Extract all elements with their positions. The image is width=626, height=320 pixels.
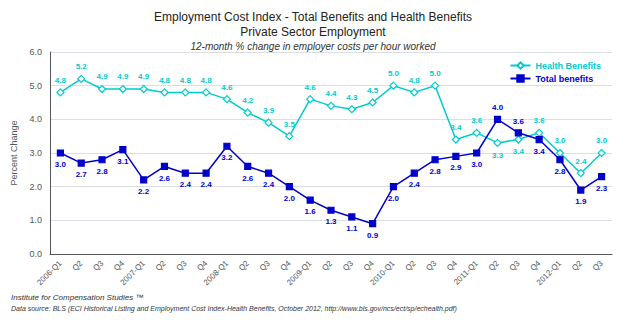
svg-text:2.4: 2.4	[201, 180, 213, 189]
svg-text:Q2: Q2	[487, 258, 501, 272]
svg-text:Q3: Q3	[591, 258, 605, 272]
svg-text:Q4: Q4	[112, 258, 126, 272]
svg-text:Q3: Q3	[508, 258, 522, 272]
svg-text:4.5: 4.5	[367, 86, 379, 95]
svg-text:12-month % change in employer: 12-month % change in employer costs per …	[190, 41, 436, 52]
svg-text:Q2: Q2	[404, 258, 418, 272]
svg-text:3.6: 3.6	[534, 116, 546, 125]
svg-text:5.2: 5.2	[76, 62, 88, 71]
svg-text:2012-Q1: 2012-Q1	[535, 258, 564, 287]
svg-text:3.4: 3.4	[513, 147, 525, 156]
svg-text:1.9: 1.9	[575, 197, 587, 206]
svg-text:2.9: 2.9	[450, 163, 462, 172]
svg-text:2.2: 2.2	[138, 187, 150, 196]
svg-text:3.6: 3.6	[513, 117, 525, 126]
svg-text:2009-Q1: 2009-Q1	[285, 258, 314, 287]
svg-text:2.4: 2.4	[575, 157, 587, 166]
svg-text:4.6: 4.6	[221, 83, 233, 92]
svg-text:Q3: Q3	[258, 258, 272, 272]
svg-text:3.4: 3.4	[450, 123, 462, 132]
svg-text:3.4: 3.4	[534, 147, 546, 156]
svg-text:6.0: 6.0	[29, 47, 42, 57]
svg-text:4.9: 4.9	[138, 72, 150, 81]
svg-text:4.8: 4.8	[55, 76, 67, 85]
svg-text:2.4: 2.4	[263, 180, 275, 189]
svg-text:2.4: 2.4	[409, 180, 421, 189]
svg-text:Q4: Q4	[195, 258, 209, 272]
svg-text:4.8: 4.8	[409, 76, 421, 85]
svg-text:3.3: 3.3	[492, 151, 504, 160]
svg-text:Q4: Q4	[362, 258, 376, 272]
svg-text:3.6: 3.6	[471, 116, 483, 125]
svg-text:2.0: 2.0	[284, 194, 296, 203]
svg-text:Health Benefits: Health Benefits	[535, 61, 601, 71]
svg-text:0.0: 0.0	[29, 249, 42, 259]
svg-text:Employment Cost Index - Total: Employment Cost Index - Total Benefits a…	[154, 10, 472, 24]
svg-text:5.0: 5.0	[388, 69, 400, 78]
svg-text:Q2: Q2	[71, 258, 85, 272]
svg-text:4.2: 4.2	[242, 96, 254, 105]
svg-text:3.9: 3.9	[263, 106, 275, 115]
svg-text:2006-Q1: 2006-Q1	[35, 258, 64, 287]
svg-text:Institute for Compensation Stu: Institute for Compensation Studies ™	[11, 293, 144, 302]
svg-text:4.8: 4.8	[201, 76, 213, 85]
svg-text:Q3: Q3	[91, 258, 105, 272]
svg-text:Q2: Q2	[237, 258, 251, 272]
svg-text:3.0: 3.0	[554, 136, 566, 145]
svg-text:Q3: Q3	[424, 258, 438, 272]
svg-text:2.6: 2.6	[159, 174, 171, 183]
svg-text:2008-Q1: 2008-Q1	[202, 258, 231, 287]
svg-text:Q2: Q2	[570, 258, 584, 272]
svg-text:2010-Q1: 2010-Q1	[368, 258, 397, 287]
svg-text:1.0: 1.0	[29, 215, 42, 225]
svg-text:Q4: Q4	[445, 258, 459, 272]
svg-text:3.0: 3.0	[471, 160, 483, 169]
svg-text:4.0: 4.0	[492, 103, 504, 112]
svg-text:4.4: 4.4	[325, 89, 337, 98]
svg-text:4.9: 4.9	[96, 72, 108, 81]
svg-text:2.8: 2.8	[96, 167, 108, 176]
svg-text:2011-Q1: 2011-Q1	[452, 258, 480, 286]
svg-text:Q3: Q3	[175, 258, 189, 272]
svg-text:3.0: 3.0	[596, 136, 608, 145]
svg-text:Q3: Q3	[341, 258, 355, 272]
svg-text:4.8: 4.8	[159, 76, 171, 85]
svg-text:5.0: 5.0	[430, 69, 442, 78]
svg-text:Data source: BLS (ECI Historic: Data source: BLS (ECI Historical Listing…	[11, 305, 457, 313]
svg-text:2.8: 2.8	[430, 167, 442, 176]
svg-text:Private Sector Employment: Private Sector Employment	[240, 25, 386, 39]
svg-text:Q2: Q2	[154, 258, 168, 272]
svg-text:1.6: 1.6	[305, 207, 317, 216]
svg-text:Percent Change: Percent Change	[9, 120, 19, 185]
svg-text:4.0: 4.0	[29, 114, 42, 124]
svg-text:2.3: 2.3	[596, 184, 608, 193]
svg-text:Q4: Q4	[528, 258, 542, 272]
svg-text:3.2: 3.2	[221, 153, 233, 162]
svg-text:4.9: 4.9	[117, 72, 129, 81]
svg-text:0.9: 0.9	[367, 231, 379, 240]
svg-text:4.3: 4.3	[346, 93, 358, 102]
svg-text:1.3: 1.3	[325, 217, 337, 226]
svg-text:3.5: 3.5	[284, 120, 296, 129]
svg-text:Q2: Q2	[320, 258, 334, 272]
svg-text:2.4: 2.4	[180, 180, 192, 189]
svg-text:3.1: 3.1	[117, 157, 129, 166]
svg-text:4.6: 4.6	[305, 83, 317, 92]
svg-text:2.8: 2.8	[554, 167, 566, 176]
svg-text:Q4: Q4	[279, 258, 293, 272]
svg-text:5.0: 5.0	[29, 81, 42, 91]
svg-text:2.6: 2.6	[242, 174, 254, 183]
svg-text:Total benefits: Total benefits	[535, 74, 593, 84]
svg-text:1.1: 1.1	[346, 224, 358, 233]
svg-text:2.0: 2.0	[388, 194, 400, 203]
svg-text:3.0: 3.0	[29, 148, 42, 158]
svg-text:2007-Q1: 2007-Q1	[119, 258, 148, 287]
svg-text:2.7: 2.7	[76, 170, 88, 179]
svg-text:4.8: 4.8	[180, 76, 192, 85]
svg-text:2.0: 2.0	[29, 182, 42, 192]
svg-text:3.0: 3.0	[55, 160, 67, 169]
